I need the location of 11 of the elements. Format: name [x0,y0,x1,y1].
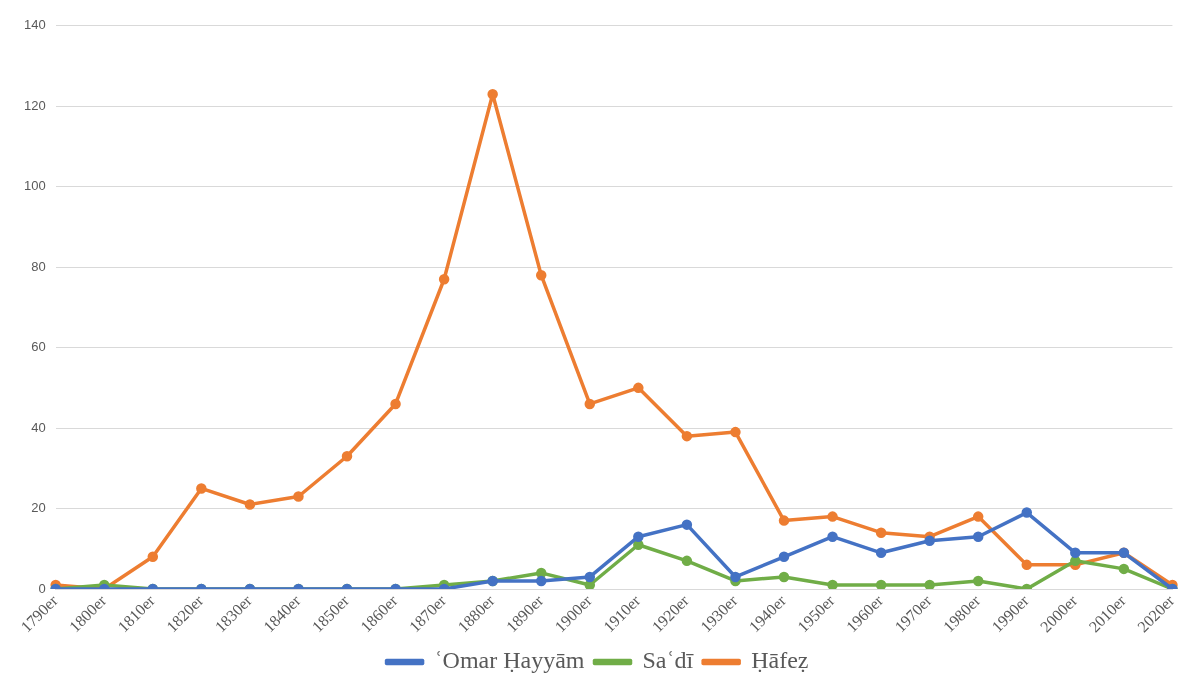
y-tick-label: 100 [23,178,46,194]
y-tick-label: 40 [31,419,46,435]
legend-label: ʿOmar Ḥayyām [434,647,585,674]
y-tick-label: 0 [38,580,46,596]
legend-label: Ḥāfeẓ [751,647,809,674]
y-tick-label: 140 [23,17,46,33]
y-tick-label: 20 [31,500,46,516]
y-tick-label: 80 [31,258,46,274]
y-tick-label: 120 [23,97,46,113]
y-tick-label: 60 [31,339,46,355]
legend-label: Saʿdī [642,647,695,674]
